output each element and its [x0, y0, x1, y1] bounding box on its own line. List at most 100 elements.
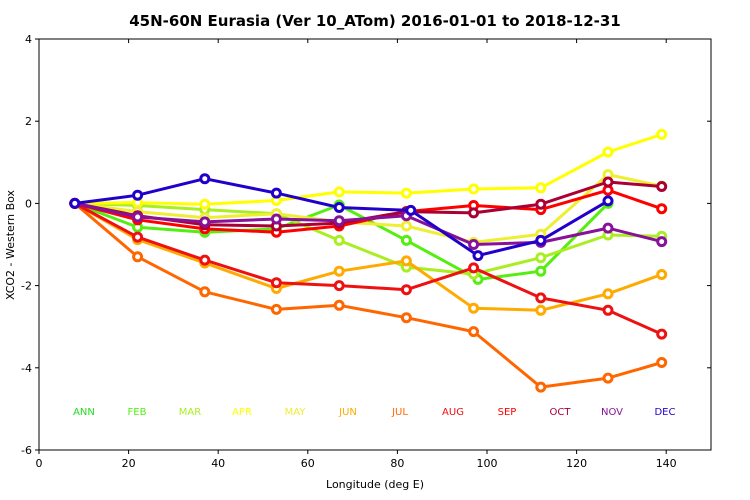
data-point	[132, 189, 144, 201]
data-point	[400, 234, 412, 246]
data-point	[468, 302, 480, 314]
data-point	[656, 181, 668, 192]
data-point	[472, 250, 484, 262]
legend-label-feb: FEB	[128, 407, 147, 418]
data-point	[333, 234, 345, 246]
data-point	[602, 195, 614, 207]
data-point	[656, 269, 668, 280]
data-point	[405, 204, 417, 216]
series-line	[74, 132, 663, 206]
y-tick-label: -4	[21, 362, 32, 375]
legend-label-dec: DEC	[654, 407, 675, 418]
x-axis-label: Longitude (deg E)	[326, 478, 424, 491]
data-point	[199, 254, 211, 266]
x-tick-label: 80	[390, 457, 404, 470]
series-line	[74, 201, 663, 246]
series-line	[73, 202, 663, 389]
data-point	[400, 284, 412, 296]
legend-label-jun: JUN	[338, 407, 357, 418]
data-point	[468, 262, 480, 274]
legend-label-nov: NOV	[601, 407, 623, 418]
data-point	[199, 198, 211, 210]
series-apr	[69, 128, 668, 210]
y-tick-label: -2	[21, 280, 32, 293]
legend-label-jul: JUL	[391, 407, 408, 418]
data-point	[270, 187, 282, 199]
legend-label-sep: SEP	[498, 407, 517, 418]
data-point	[400, 312, 412, 324]
data-point	[333, 186, 345, 198]
series-line	[74, 173, 663, 244]
legend-label-aug: AUG	[442, 407, 464, 418]
data-point	[400, 255, 412, 267]
data-point	[535, 304, 547, 316]
data-point	[602, 288, 614, 300]
series-dec	[69, 173, 614, 262]
data-point	[535, 265, 547, 277]
x-tick-label: 60	[301, 457, 315, 470]
data-point	[602, 304, 614, 316]
x-tick-label: 100	[477, 457, 498, 470]
legend-label-oct: OCT	[550, 407, 572, 418]
data-point	[400, 187, 412, 199]
legend-label-may: MAY	[285, 407, 307, 418]
data-point	[656, 203, 668, 215]
legend: ANN FEB MAR APR MAY JUN JUL AUG SEP OCT NOV DEC	[73, 407, 675, 418]
x-tick-label: 120	[566, 457, 587, 470]
y-axis-label: XCO2 - Western Box	[4, 189, 17, 300]
data-point	[468, 326, 480, 338]
data-point	[132, 211, 144, 223]
data-point	[270, 303, 282, 315]
y-tick-label: 2	[25, 115, 32, 128]
data-point	[333, 215, 345, 227]
data-point	[656, 236, 668, 248]
series-line	[74, 202, 663, 312]
data-point	[270, 277, 282, 289]
data-point	[468, 239, 480, 250]
series-layer	[69, 128, 668, 393]
data-point	[535, 198, 547, 210]
data-point	[333, 299, 345, 311]
legend-label-mar: MAR	[179, 407, 201, 418]
data-point	[602, 176, 614, 188]
legend-label-apr: APR	[232, 407, 252, 418]
y-tick-label: 0	[25, 197, 32, 210]
x-axis: 0 20 40 60 80 100 120 140	[36, 39, 677, 470]
x-tick-label: 20	[122, 457, 136, 470]
data-point	[656, 328, 668, 340]
legend-label-ann: ANN	[73, 407, 95, 418]
data-point	[602, 372, 614, 384]
data-point	[468, 183, 480, 195]
data-point	[535, 234, 547, 246]
plot-frame	[38, 38, 712, 451]
data-point	[602, 146, 614, 158]
data-point	[69, 197, 81, 209]
data-point	[656, 128, 668, 140]
chart-title: 45N-60N Eurasia (Ver 10_ATom) 2016-01-01…	[129, 12, 620, 30]
data-point	[333, 280, 345, 292]
data-point	[535, 252, 547, 264]
series-line	[74, 202, 663, 336]
data-point	[333, 265, 345, 277]
x-tick-label: 40	[211, 457, 225, 470]
data-point	[132, 231, 144, 243]
data-point	[535, 292, 547, 304]
y-tick-label: 4	[25, 33, 32, 46]
data-point	[132, 251, 144, 263]
data-point	[199, 173, 211, 185]
x-tick-label: 0	[36, 457, 43, 470]
series-line	[74, 188, 663, 234]
y-tick-label: -6	[21, 444, 32, 457]
data-point	[602, 222, 614, 234]
data-point	[199, 216, 211, 228]
x-tick-label: 140	[656, 457, 677, 470]
data-point	[656, 357, 668, 368]
series-line	[74, 201, 662, 276]
data-point	[468, 207, 480, 219]
data-point	[535, 381, 547, 393]
data-point	[270, 213, 282, 225]
data-point	[333, 202, 345, 213]
data-point	[199, 286, 211, 298]
